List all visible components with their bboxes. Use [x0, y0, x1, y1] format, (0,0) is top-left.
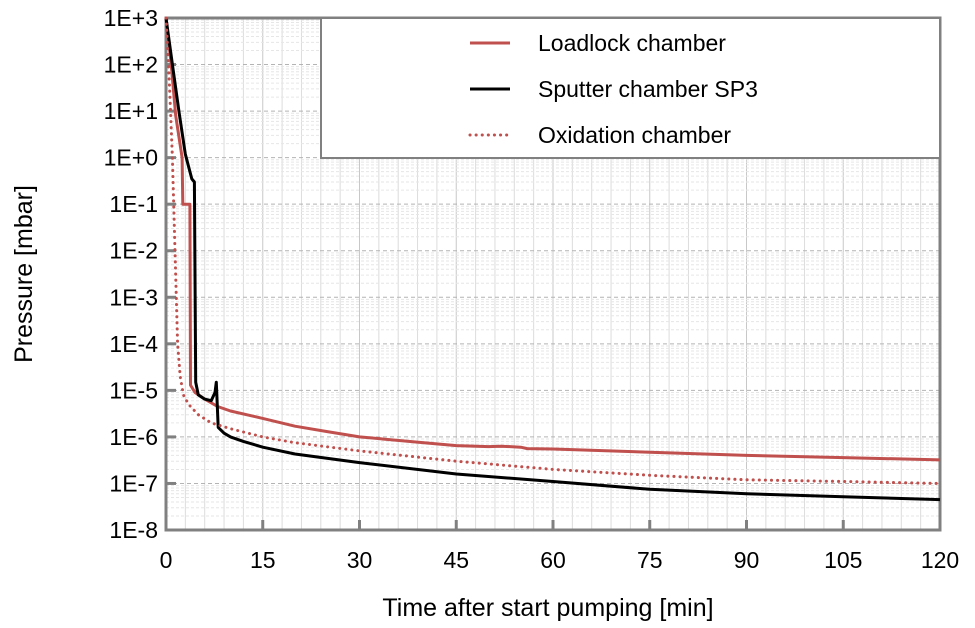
x-tick-label: 120 [921, 547, 959, 573]
legend-label: Oxidation chamber [538, 122, 731, 148]
series-group [164, 16, 942, 502]
tick-labels: 0 15 30 45 60 75 90 105 120 1E+3 1E+2 1E+1 1E+0 1E-1 1… [104, 5, 960, 573]
y-tick-label: 1E+1 [104, 98, 158, 124]
y-tick-label: 1E-5 [109, 377, 158, 403]
y-tick-label: 1E+3 [104, 5, 158, 31]
legend-box [320, 17, 941, 159]
x-tick-label: 30 [347, 547, 373, 573]
series-line-sputter-chamber-sp3 [164, 17, 941, 502]
x-tick-label: 90 [734, 547, 760, 573]
x-tick-label: 75 [637, 547, 663, 573]
y-tick-label: 1E-3 [109, 284, 158, 310]
x-axis-label: Time after start pumping [min] [382, 594, 713, 622]
series-line-loadlock-chamber [164, 17, 941, 462]
y-tick-label: 1E+2 [104, 52, 158, 78]
y-tick-label: 1E-6 [109, 424, 158, 450]
x-tick-label: 60 [540, 547, 566, 573]
y-tick-label: 1E-8 [109, 517, 158, 543]
y-tick-label: 1E-7 [109, 470, 158, 496]
legend-label: Loadlock chamber [538, 30, 726, 56]
series-line-oxidation-chamber [164, 16, 942, 485]
legend-label: Sputter chamber SP3 [538, 76, 758, 102]
y-tick-label: 1E-2 [109, 238, 158, 264]
legend: Loadlock chamber Sputter chamber SP3 Oxida… [320, 17, 941, 159]
x-tick-label: 15 [250, 547, 276, 573]
x-tick-label: 45 [443, 547, 469, 573]
y-tick-label: 1E-4 [109, 331, 158, 357]
y-tick-label: 1E-1 [109, 191, 158, 217]
x-tick-label: 105 [824, 547, 862, 573]
y-axis-label: Pressure [mbar] [10, 185, 38, 363]
y-tick-label: 1E+0 [104, 145, 158, 171]
x-tick-label: 0 [160, 547, 173, 573]
